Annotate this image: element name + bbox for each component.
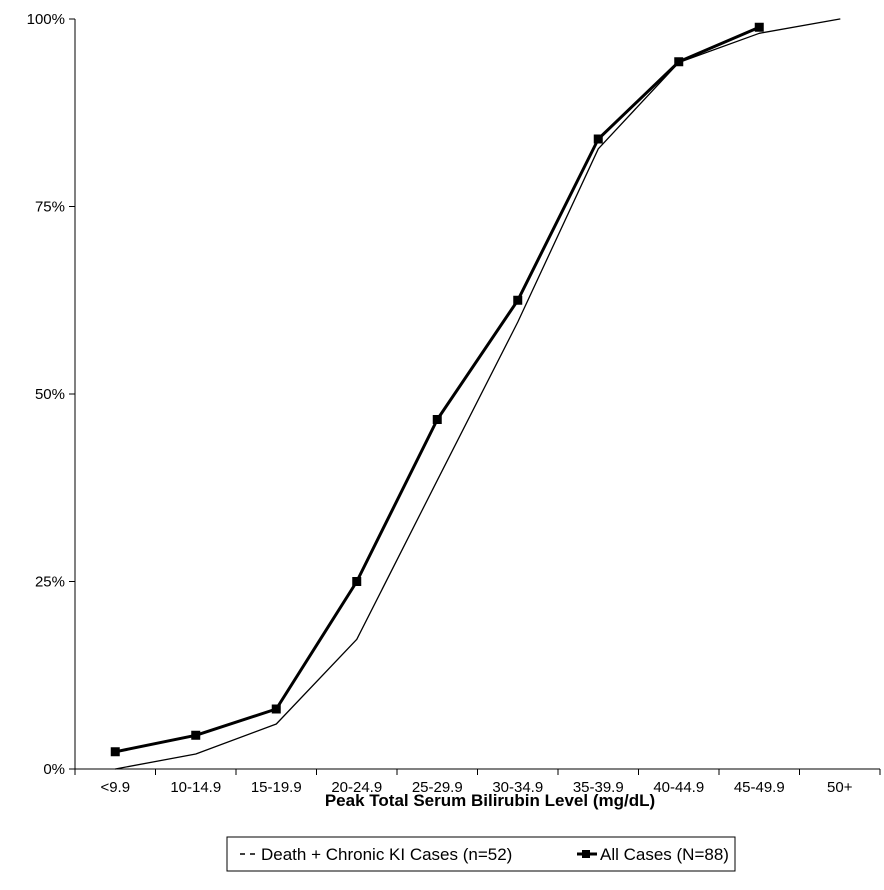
x-tick-label: 20-24.9 <box>331 779 382 796</box>
x-tick-label: <9.9 <box>100 779 130 796</box>
y-tick-label: 0% <box>43 761 65 778</box>
series-point-1 <box>271 704 281 714</box>
legend: Death + Chronic KI Cases (n=52) All Case… <box>226 836 736 872</box>
x-tick-label: 35-39.9 <box>573 779 624 796</box>
legend-label-death-chronic-ki: Death + Chronic KI Cases (n=52) <box>261 845 512 864</box>
x-tick-label: 40-44.9 <box>653 779 704 796</box>
x-tick-label: 50+ <box>827 779 853 796</box>
x-tick-label: 10-14.9 <box>170 779 221 796</box>
series-point-1 <box>432 415 442 424</box>
series-line-1 <box>113 25 761 754</box>
series-point-1 <box>754 22 764 32</box>
x-axis-ticks: <9.9 10-14.9 15-19.9 20-24.9 25-29.9 30-34.9 3… <box>74 769 881 796</box>
x-tick-label: 30-34.9 <box>492 779 543 796</box>
x-tick-label: 25-29.9 <box>412 779 463 796</box>
legend-label-all-cases: All Cases (N=88) <box>600 845 729 864</box>
series-line-0 <box>114 18 841 770</box>
series-point-1 <box>110 747 120 757</box>
series-point-1 <box>352 577 362 586</box>
y-tick-label: 75% <box>35 199 65 216</box>
series-layer <box>110 18 841 770</box>
x-tick-label: 45-49.9 <box>734 779 785 796</box>
y-tick-label: 25% <box>35 574 65 591</box>
x-axis-title: Peak Total Serum Bilirubin Level (mg/dL) <box>325 791 655 810</box>
y-tick-label: 100% <box>27 11 65 28</box>
y-tick-label: 50% <box>35 386 65 403</box>
x-tick-label: 15-19.9 <box>251 779 302 796</box>
axes <box>74 19 880 770</box>
y-axis-ticks: 0% 25% 50% 75% 100% <box>27 11 75 778</box>
series-point-1 <box>513 295 523 305</box>
series-point-1 <box>674 57 684 67</box>
legend-box <box>226 836 736 872</box>
series-point-1 <box>191 730 201 740</box>
series-point-1 <box>593 134 603 144</box>
legend-swatch-all-cases-marker <box>582 850 590 858</box>
